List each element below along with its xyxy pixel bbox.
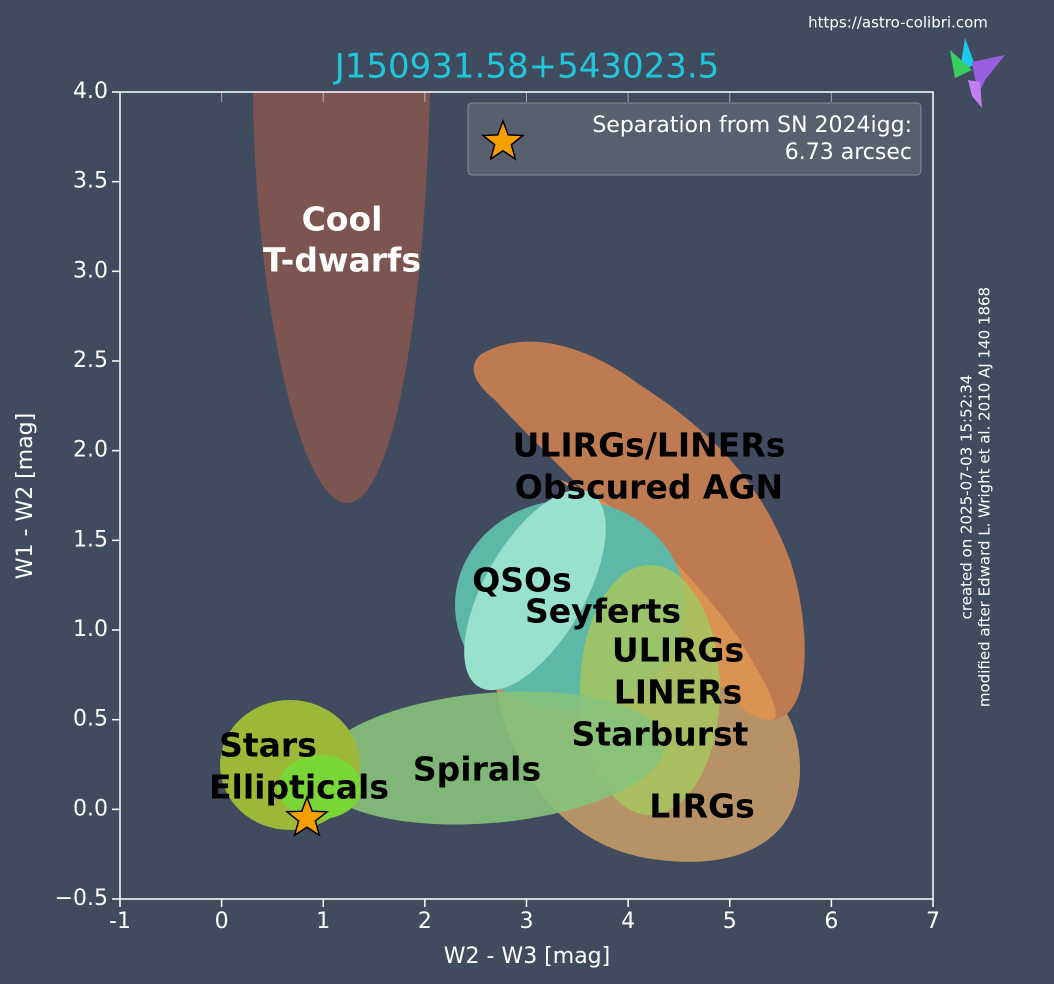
legend-label: 6.73 arcsec	[785, 140, 912, 165]
x-tick-label: 0	[215, 909, 229, 934]
logo-wing	[960, 38, 975, 70]
note: created on 2025-07-03 15:52:34	[958, 375, 976, 620]
region-label: LIRGs	[649, 787, 754, 826]
region-ellipticals	[278, 755, 362, 819]
region-label: Starburst	[572, 715, 749, 754]
region-label: Cool	[302, 200, 383, 239]
legend-marker	[480, 118, 526, 161]
region-label: QSOs	[472, 561, 572, 600]
url: https://astro-colibri.com	[808, 14, 988, 32]
x-tick-label: 4	[621, 909, 635, 934]
region-label: Obscured AGN	[515, 468, 783, 507]
y-tick-label: 4.0	[73, 79, 108, 104]
y-tick-label: 1.0	[73, 617, 108, 642]
note: modified after Edward L. Wright et al. 2…	[976, 287, 994, 707]
y-axis-label: W1 - W2 [mag]	[13, 413, 38, 579]
y-tick-label: −0.5	[55, 886, 108, 911]
x-tick-label: -1	[109, 909, 131, 934]
region-label: ULIRGs/LINERs	[513, 426, 786, 465]
legend-label: Separation from SN 2024igg:	[592, 113, 912, 138]
region-label: Spirals	[413, 750, 541, 789]
y-tick-label: 0.0	[73, 796, 108, 821]
region-label: LINERs	[614, 673, 743, 712]
region-label: T-dwarfs	[263, 241, 421, 280]
regions	[220, 92, 805, 862]
region-label: Seyferts	[525, 592, 681, 631]
region-tdwarfs	[253, 92, 430, 503]
y-tick-label: 1.5	[73, 527, 108, 552]
y-tick-label: 3.0	[73, 258, 108, 283]
x-tick-label: 3	[520, 909, 534, 934]
point	[284, 795, 330, 838]
x-axis-label: W2 - W3 [mag]	[444, 944, 610, 969]
y-tick-label: 2.0	[73, 438, 108, 463]
legend-box	[467, 102, 922, 176]
logo-body	[972, 55, 1005, 95]
x-tick-label: 6	[824, 909, 838, 934]
logo	[950, 38, 1005, 108]
region-seyferts	[464, 489, 606, 691]
region-label: Stars	[219, 726, 317, 765]
region-label: Ellipticals	[209, 768, 389, 807]
x-tick-label: 1	[316, 909, 330, 934]
x-tick-label: 7	[926, 909, 940, 934]
x-tick-label: 5	[723, 909, 737, 934]
region-spirals	[315, 691, 665, 825]
logo-wing	[950, 50, 972, 78]
y-tick-label: 0.5	[73, 707, 108, 732]
x-tick-label: 2	[418, 909, 432, 934]
logo-tail	[968, 80, 982, 108]
y-tick-label: 3.5	[73, 169, 108, 194]
chart-title: J150931.58+543023.5	[333, 47, 720, 87]
region-label: ULIRGs	[612, 631, 744, 670]
y-tick-label: 2.5	[73, 348, 108, 373]
